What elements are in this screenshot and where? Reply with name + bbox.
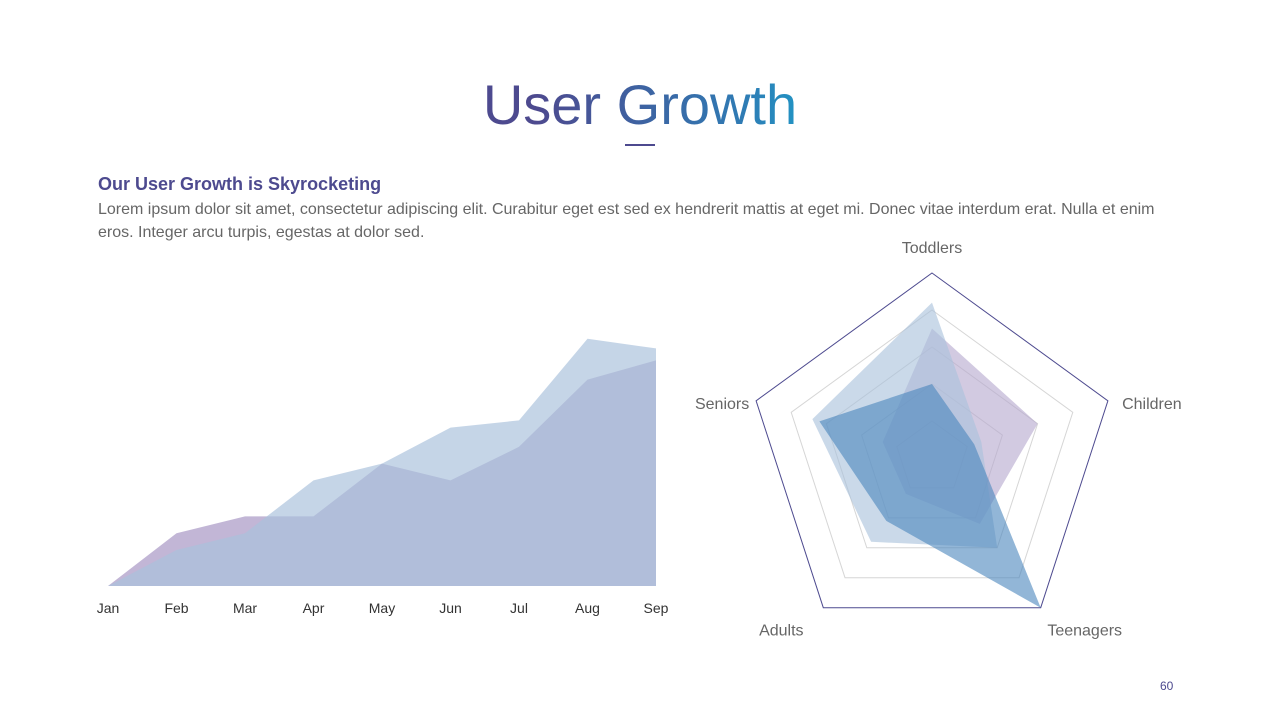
title-divider: [625, 144, 655, 146]
radar-series-3: [819, 384, 1041, 608]
section-heading: Our User Growth is Skyrocketing: [98, 174, 382, 194]
x-tick-label: Aug: [575, 600, 600, 616]
body-paragraph: Lorem ipsum dolor sit amet, consectetur …: [98, 201, 1155, 241]
radar-outer-ring: [755, 272, 1109, 609]
x-tick-label: Feb: [164, 600, 188, 616]
x-tick-label: Jun: [439, 600, 462, 616]
radar-axis-label: Seniors: [695, 396, 749, 413]
x-tick-label: May: [369, 600, 395, 616]
radar-axis-label: Adults: [759, 623, 803, 640]
x-tick-label: Apr: [303, 600, 325, 616]
page-number: 60: [1160, 679, 1174, 693]
x-tick-label: Mar: [233, 600, 257, 616]
radar-axis-label: Teenagers: [1047, 623, 1122, 640]
x-tick-label: Sep: [644, 600, 669, 616]
radar-axis-label: Toddlers: [902, 240, 962, 257]
radar-grid-ring: [790, 309, 1074, 579]
x-tick-label: Jan: [97, 600, 120, 616]
page-title: User Growth: [0, 72, 1280, 138]
radar-axis-label: Children: [1122, 396, 1182, 413]
x-tick-label: Jul: [510, 600, 528, 616]
area-series-2: [108, 338, 656, 586]
